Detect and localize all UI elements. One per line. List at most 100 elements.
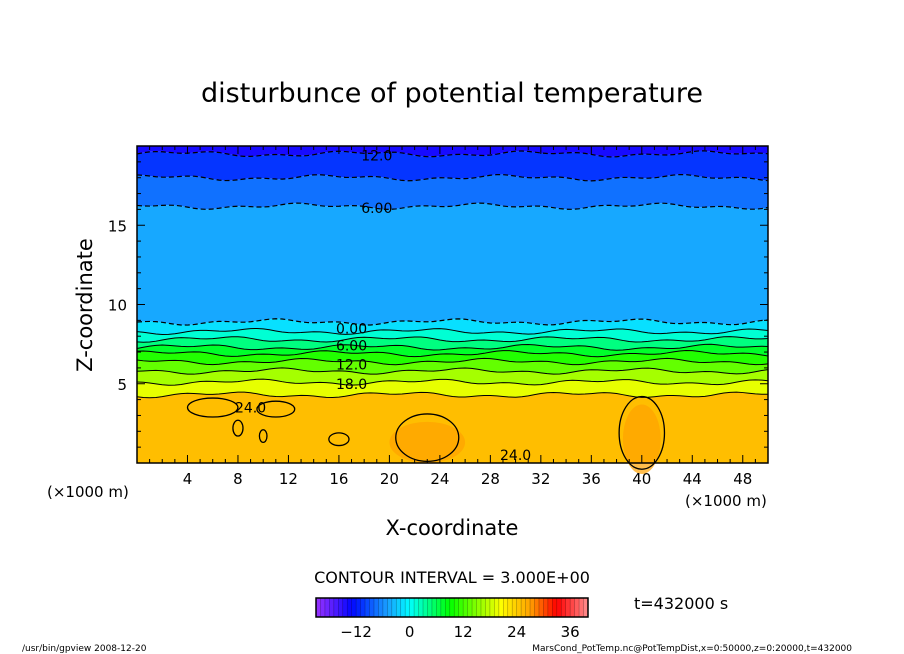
contour-line-24 — [328, 432, 350, 447]
colorbar-swatch — [365, 598, 370, 617]
colorbar-swatch — [458, 598, 464, 617]
colorbar-swatch — [507, 598, 513, 617]
x-unit-right: (×1000 m) — [685, 492, 767, 510]
colorbar-swatch — [387, 598, 393, 617]
x-tick-label: 28 — [481, 470, 500, 488]
contour-line — [136, 343, 769, 351]
contour-label: 24.0 — [500, 448, 531, 464]
colorbar-swatch — [347, 598, 352, 617]
colorbar-swatch — [378, 598, 384, 617]
colorbar-swatch — [333, 598, 339, 617]
colorbar-swatch — [427, 598, 433, 617]
x-tick-label: 4 — [183, 470, 193, 488]
colorbar-swatch — [556, 598, 562, 617]
colorbar-frame — [315, 597, 589, 618]
contour-line — [136, 367, 769, 375]
colorbar-swatch — [454, 598, 459, 617]
colorbar-ticks: −12 0 12 24 36 — [340, 623, 579, 641]
colorbar-swatch — [480, 598, 486, 617]
x-tick-label: 12 — [279, 470, 298, 488]
colorbar-swatch — [342, 598, 348, 617]
contour-band — [137, 350, 768, 365]
contour-lines — [136, 150, 769, 470]
contour-band — [137, 318, 768, 335]
colorbar-swatch — [463, 598, 468, 617]
colorbar-swatch — [418, 598, 424, 617]
contour-line-24 — [186, 397, 239, 418]
contour-label: 6.00 — [336, 339, 367, 355]
colorbar-swatch — [583, 598, 589, 617]
contour-line — [136, 336, 769, 343]
colorbar-swatch — [431, 598, 437, 617]
colorbar-swatch — [356, 598, 361, 617]
x-tick-label: 40 — [632, 470, 651, 488]
x-tick-label: 48 — [733, 470, 752, 488]
contour-label: 24.0 — [235, 401, 266, 417]
colorbar-swatch — [382, 598, 388, 617]
contour-line-24 — [618, 395, 666, 470]
contour-fills — [137, 146, 768, 474]
contour-line — [136, 202, 769, 210]
colorbar-swatch — [521, 598, 526, 617]
contour-band — [137, 174, 768, 210]
contour-line — [136, 378, 769, 386]
colorbar-swatch — [552, 598, 558, 617]
contour-band — [137, 367, 768, 386]
colorbar-swatch — [467, 598, 473, 617]
colorbar-swatch — [400, 598, 406, 617]
x-axis-label: X-coordinate — [386, 516, 519, 540]
footer-right: MarsCond_PotTemp.nc@PotTempDist,x=0:5000… — [532, 644, 852, 654]
colorbar-swatch — [391, 598, 397, 617]
contour-line — [136, 173, 769, 182]
time-text: t=432000 s — [634, 594, 728, 613]
colorbar-swatch — [329, 598, 335, 617]
colorbar-tick-label: 36 — [561, 623, 580, 641]
colorbar-swatch — [547, 598, 553, 617]
colorbar-swatch — [565, 598, 571, 617]
contour-band — [137, 379, 768, 398]
colorbar-swatch — [316, 598, 321, 617]
contour-line — [136, 357, 769, 366]
colorbar-swatch — [436, 598, 442, 617]
contour-band — [137, 146, 768, 157]
colorbar-swatch — [503, 598, 509, 617]
contour-line-24 — [232, 419, 244, 437]
footer-left: /usr/bin/gpview 2008-12-20 — [22, 644, 147, 654]
colorbar-swatch — [396, 598, 402, 617]
warm-region — [622, 404, 661, 474]
colorbar-swatch — [534, 598, 540, 617]
colorbar-swatch — [494, 598, 500, 617]
contour-line-24 — [258, 429, 268, 444]
colorbar-swatch — [485, 598, 491, 617]
colorbar-swatch — [320, 598, 326, 617]
colorbar-swatch — [445, 598, 451, 617]
colorbar-swatch — [369, 598, 375, 617]
colorbar-swatch — [543, 598, 549, 617]
colorbar-swatch — [574, 598, 580, 617]
contour-label: 6.00 — [361, 201, 392, 217]
contour-interval-text: CONTOUR INTERVAL = 3.000E+00 — [314, 568, 590, 587]
colorbar-swatch — [409, 598, 415, 617]
chart-title: disturbunce of potential temperature — [201, 78, 703, 109]
contour-line — [136, 318, 769, 326]
warm-region — [389, 421, 466, 463]
contour-line — [136, 327, 769, 335]
colorbar-swatch — [449, 598, 455, 617]
x-unit-left: (×1000 m) — [47, 483, 129, 501]
contour-band — [137, 328, 768, 343]
colorbar-swatch — [516, 598, 522, 617]
colorbar-swatch — [440, 598, 446, 617]
colorbar-tick-label: 0 — [405, 623, 415, 641]
colorbar-swatch — [570, 598, 575, 617]
x-tick-label: 16 — [329, 470, 348, 488]
contour-label: 12.0 — [336, 358, 367, 374]
colorbar-swatch — [579, 598, 584, 617]
x-tick-label: 8 — [233, 470, 243, 488]
colorbar-swatch — [373, 598, 379, 617]
y-tick-label: 5 — [117, 376, 127, 394]
colorbar-tick-label: 12 — [454, 623, 473, 641]
contour-band — [137, 203, 768, 326]
colorbar-swatch — [414, 598, 419, 617]
